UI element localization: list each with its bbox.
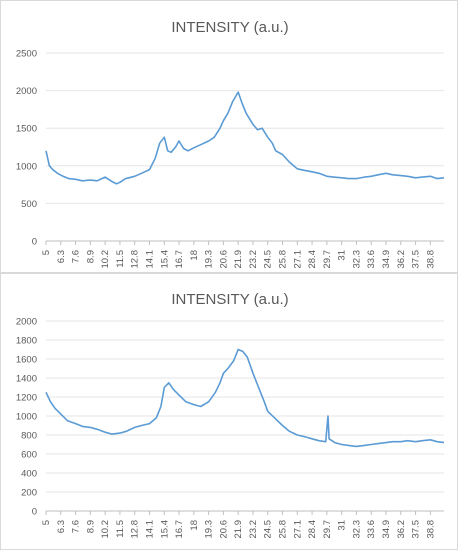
x-tick-label: 7.6 <box>71 520 82 533</box>
x-tick-label: 37.5 <box>411 520 422 539</box>
x-tick-label: 31 <box>337 250 348 261</box>
x-tick-label: 20.6 <box>218 520 229 539</box>
x-tick-label: 15.4 <box>159 250 170 269</box>
x-tick-label: 38.8 <box>425 520 436 539</box>
x-tick-label: 38.8 <box>425 250 436 269</box>
series-line <box>45 91 445 185</box>
x-tick-label: 8.9 <box>85 520 96 533</box>
x-tick-label: 12.8 <box>130 250 141 269</box>
series-line <box>45 348 445 448</box>
y-tick-label: 1400 <box>16 374 37 385</box>
x-tick-label: 36.2 <box>396 520 407 539</box>
y-tick-label: 2000 <box>16 86 37 97</box>
y-tick-label: 0 <box>32 237 37 248</box>
x-tick-label: 25.8 <box>278 520 289 539</box>
x-tick-label: 21.9 <box>233 520 244 539</box>
x-tick-label: 27.1 <box>292 520 303 539</box>
x-tick-label: 11.5 <box>115 520 126 538</box>
chart-panel-top: INTENSITY (a.u.) 0 500 1000 1500 2000 2500 5 6.… <box>0 0 458 273</box>
x-tick-label: 6.3 <box>56 520 67 533</box>
x-tick-label: 37.5 <box>411 250 422 269</box>
chart-top: INTENSITY (a.u.) 0 500 1000 1500 2000 2500 5 6.… <box>16 19 445 269</box>
x-tick-label: 14.1 <box>144 250 155 269</box>
x-tick-label: 29.7 <box>322 250 333 269</box>
y-tick-label: 500 <box>21 199 37 210</box>
y-tick-label: 2500 <box>16 49 37 60</box>
x-tick-label: 19.3 <box>204 520 215 539</box>
x-tick-label: 31 <box>337 520 348 531</box>
x-tick-label: 12.8 <box>130 520 141 539</box>
y-tick-label: 1000 <box>16 161 37 172</box>
x-tick-label: 28.4 <box>307 520 318 539</box>
x-tick-label: 33.6 <box>366 250 377 269</box>
x-tick-label: 24.5 <box>263 250 274 269</box>
x-tick-label: 34.9 <box>381 250 392 269</box>
x-tick-label: 28.4 <box>307 250 318 269</box>
x-tick-label: 33.6 <box>366 520 377 539</box>
x-tick-label: 10.2 <box>100 250 111 269</box>
x-tick-label: 6.3 <box>56 250 67 263</box>
chart-title: INTENSITY (a.u.) <box>171 19 288 36</box>
y-tick-label: 1500 <box>16 124 37 135</box>
y-tick-label: 1000 <box>16 412 37 423</box>
y-tick-label: 800 <box>21 431 37 442</box>
x-tick-label: 20.6 <box>218 250 229 269</box>
chart-panel-bottom: INTENSITY (a.u.) 0 200 400 600 800 1000 1200 14… <box>0 273 458 550</box>
x-tick-label: 14.1 <box>144 520 155 539</box>
x-tick-label: 23.2 <box>248 520 259 539</box>
y-tick-label: 600 <box>21 450 37 461</box>
y-tick-label: 1200 <box>16 393 37 404</box>
x-tick-label: 11.5 <box>115 250 126 268</box>
y-tick-label: 2000 <box>16 317 37 328</box>
y-tick-label: 200 <box>21 488 37 499</box>
x-tick-label: 19.3 <box>204 250 215 269</box>
x-tick-label: 16.7 <box>174 250 185 269</box>
x-tick-label: 16.7 <box>174 520 185 539</box>
x-tick-label: 5 <box>41 520 52 525</box>
chart-title: INTENSITY (a.u.) <box>171 291 288 308</box>
x-tick-label: 29.7 <box>322 520 333 539</box>
x-tick-label: 34.9 <box>381 520 392 539</box>
x-tick-label: 21.9 <box>233 250 244 269</box>
x-tick-label: 25.8 <box>278 250 289 269</box>
y-tick-label: 400 <box>21 469 37 480</box>
x-tick-label: 5 <box>41 250 52 255</box>
chart-bottom: INTENSITY (a.u.) 0 200 400 600 800 1000 1200 14… <box>16 291 445 539</box>
x-tick-label: 32.3 <box>351 520 362 539</box>
x-tick-label: 27.1 <box>292 250 303 269</box>
x-tick-label: 32.3 <box>351 250 362 269</box>
y-tick-label: 1800 <box>16 336 37 347</box>
y-tick-label: 0 <box>32 507 37 518</box>
x-tick-label: 36.2 <box>396 250 407 269</box>
x-tick-label: 15.4 <box>159 520 170 539</box>
x-tick-label: 10.2 <box>100 520 111 539</box>
x-tick-label: 7.6 <box>71 250 82 263</box>
x-tick-label: 8.9 <box>85 250 96 263</box>
x-tick-label: 18 <box>189 250 200 261</box>
x-tick-label: 18 <box>189 520 200 531</box>
x-tick-label: 24.5 <box>263 520 274 539</box>
y-tick-label: 1600 <box>16 355 37 366</box>
x-tick-label: 23.2 <box>248 250 259 268</box>
